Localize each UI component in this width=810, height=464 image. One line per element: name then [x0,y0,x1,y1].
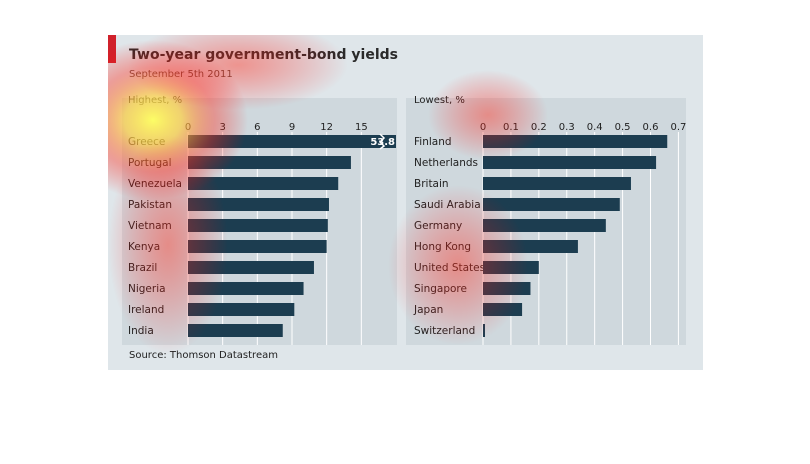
category-label-portugal: Portugal [128,157,172,169]
bar-ireland [188,303,295,316]
category-label-saudi-arabia: Saudi Arabia [414,199,481,211]
category-label-hong-kong: Hong Kong [414,241,471,253]
bar-netherlands [483,156,657,169]
category-label-finland: Finland [414,136,452,148]
x-tick-label: 3 [219,122,225,133]
bar-saudi-arabia [483,198,620,211]
data-label-greece: 53.8 [370,137,395,148]
x-tick-label: 0.6 [643,122,659,133]
bar-venezuela [188,177,339,190]
panel-title: Highest, % [128,95,182,106]
bar-india [188,324,283,337]
accent-bar [108,35,116,63]
category-label-ireland: Ireland [128,304,164,316]
bar-hong-kong [483,240,578,253]
panel-title: Lowest, % [414,95,465,106]
bar-united-states [483,261,539,274]
bar-greece [188,135,396,148]
x-tick-label: 15 [355,122,368,133]
category-label-vietnam: Vietnam [128,220,172,232]
bar-switzerland [483,324,485,337]
category-label-united-states: United States [414,262,485,274]
category-label-germany: Germany [414,220,462,232]
category-label-greece: Greece [128,136,165,148]
x-tick-label: 0.7 [670,122,686,133]
category-label-nigeria: Nigeria [128,283,166,295]
x-tick-label: 0 [480,122,486,133]
x-tick-label: 0.1 [503,122,519,133]
bar-britain [483,177,631,190]
category-label-kenya: Kenya [128,241,160,253]
category-label-switzerland: Switzerland [414,325,475,337]
bar-singapore [483,282,531,295]
x-tick-label: 12 [320,122,333,133]
bar-japan [483,303,523,316]
x-tick-label: 9 [289,122,295,133]
category-label-india: India [128,325,154,337]
category-label-brazil: Brazil [128,262,157,274]
bar-brazil [188,261,314,274]
category-label-pakistan: Pakistan [128,199,172,211]
x-tick-label: 0 [185,122,191,133]
x-tick-label: 0.4 [587,122,603,133]
chart-figure: Two-year government-bond yields Septembe… [108,35,703,370]
chart-subtitle: September 5th 2011 [129,69,233,80]
chart-title: Two-year government-bond yields [129,47,398,63]
bar-germany [483,219,606,232]
category-label-singapore: Singapore [414,283,467,295]
x-tick-label: 0.3 [559,122,575,133]
bar-portugal [188,156,351,169]
bar-finland [483,135,668,148]
category-label-netherlands: Netherlands [414,157,478,169]
bar-nigeria [188,282,304,295]
category-label-britain: Britain [414,178,449,190]
x-tick-label: 6 [254,122,260,133]
bar-kenya [188,240,327,253]
category-label-venezuela: Venezuela [128,178,182,190]
chart-panel-lowest: Lowest, % 0 0.1 0.2 0.3 0.4 0.5 0.6 0.7 Finland Ne… [406,95,686,345]
bar-vietnam [188,219,328,232]
axis-break-marker [378,133,386,150]
chart-panel-highest: Highest, % 0 3 6 9 12 15 Greece 53.8 Portugal Vene… [122,95,397,345]
x-tick-label: 0.2 [531,122,547,133]
bar-pakistan [188,198,329,211]
x-tick-label: 0.5 [615,122,631,133]
category-label-japan: Japan [413,304,443,316]
source-note: Source: Thomson Datastream [129,350,278,361]
